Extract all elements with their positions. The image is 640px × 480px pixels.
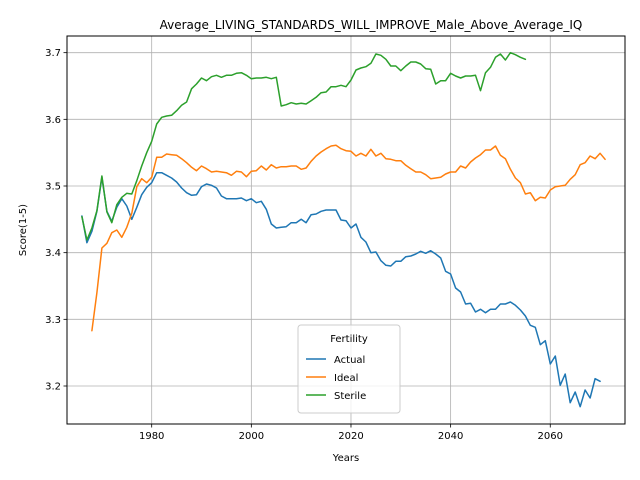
grid xyxy=(67,36,625,424)
x-tick-label: 2040 xyxy=(438,431,463,442)
x-axis-title: Years xyxy=(332,453,359,464)
y-tick-label: 3.3 xyxy=(45,315,61,326)
x-axis: 1980 2000 2020 2040 2060 xyxy=(139,424,563,442)
y-axis-title: Score(1-5) xyxy=(18,204,29,256)
x-tick-label: 2060 xyxy=(538,431,563,442)
series-line-sterile xyxy=(81,51,527,241)
chart-title: Average_LIVING_STANDARDS_WILL_IMPROVE_Ma… xyxy=(160,18,583,32)
y-tick-label: 3.2 xyxy=(45,382,61,393)
y-tick-label: 3.4 xyxy=(45,248,61,259)
series-line-ideal xyxy=(91,144,606,332)
legend-label-sterile: Sterile xyxy=(334,391,366,402)
x-tick-label: 2020 xyxy=(338,431,363,442)
y-tick-label: 3.5 xyxy=(45,182,61,193)
x-tick-label: 2000 xyxy=(239,431,264,442)
y-axis: 3.2 3.3 3.4 3.5 3.6 3.7 xyxy=(45,48,67,393)
plot-frame xyxy=(66,35,626,425)
y-tick-label: 3.6 xyxy=(45,115,61,126)
x-tick-label: 1980 xyxy=(139,431,164,442)
series-line-actual xyxy=(81,171,601,408)
y-tick-label: 3.7 xyxy=(45,48,61,59)
legend-label-ideal: Ideal xyxy=(334,373,358,384)
legend: Fertility Actual Ideal Sterile xyxy=(297,324,401,414)
legend-label-actual: Actual xyxy=(334,355,365,366)
legend-box xyxy=(297,324,401,414)
series-layer xyxy=(81,51,606,408)
legend-title: Fertility xyxy=(330,334,368,345)
